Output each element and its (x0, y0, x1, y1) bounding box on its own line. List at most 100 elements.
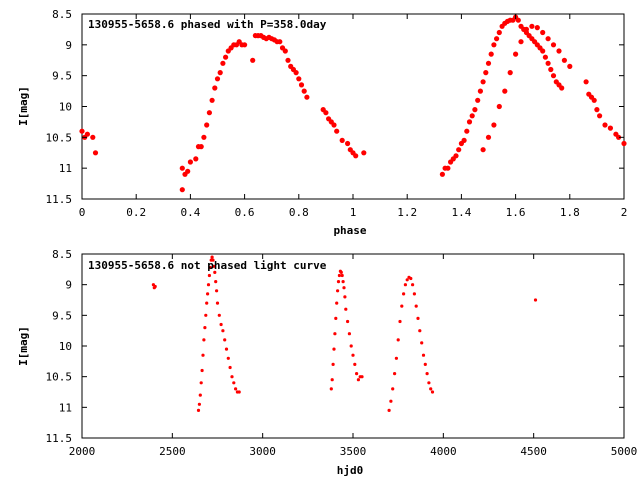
phased-data-point (480, 79, 486, 85)
phased-data-point (542, 54, 549, 60)
phased-data-point (193, 156, 199, 162)
unphased-y-tick-label: 11 (59, 401, 72, 414)
phased-x-tick-label: 0.6 (235, 206, 255, 219)
phased-data-point (92, 150, 99, 156)
phased-data-point (323, 110, 329, 116)
phased-x-tick-label: 0.8 (289, 206, 309, 219)
unphased-data-point (353, 362, 357, 366)
phased-data-point (242, 42, 248, 48)
phased-data-point (616, 134, 622, 140)
phased-data-point (477, 88, 483, 94)
phased-x-tick-label: 0.4 (180, 206, 200, 219)
phased-data-point (79, 128, 85, 134)
phased-data-point (583, 79, 589, 85)
unphased-data-point (205, 301, 209, 305)
unphased-data-point (217, 313, 221, 317)
unphased-data-point (199, 381, 203, 385)
phased-data-point (439, 171, 445, 177)
unphased-data-point (232, 381, 236, 385)
phased-data-point (485, 134, 492, 140)
phased-data-point (301, 88, 307, 94)
phased-y-tick-label: 11.5 (46, 193, 73, 206)
unphased-data-point (203, 326, 207, 330)
unphased-data-point (402, 292, 406, 296)
phased-data-point (214, 76, 221, 82)
unphased-data-point (213, 270, 217, 274)
unphased-y-tick-label: 9.5 (52, 309, 72, 322)
unphased-data-point (393, 372, 397, 376)
unphased-data-point (430, 390, 435, 394)
unphased-x-tick-label: 2000 (69, 445, 96, 458)
phased-data-point (334, 128, 340, 134)
phased-data-point (607, 125, 614, 131)
unphased-data-point (389, 399, 393, 403)
phased-data-point (480, 147, 486, 153)
phased-data-point (212, 85, 218, 91)
unphased-data-point (356, 378, 360, 382)
phased-data-point (513, 51, 519, 57)
unphased-data-point (340, 273, 344, 278)
unphased-data-point (214, 280, 218, 284)
unphased-data-point (196, 408, 201, 412)
phased-data-point (304, 94, 310, 100)
phased-chart: 0 0.2 0.4 0.6 0.8 1 1.2 1.4 1.6 1.8 2 8.5 9 9.5 10 10.5… (17, 8, 627, 237)
phased-data-point (179, 165, 185, 171)
unphased-y-tick-label: 9 (65, 279, 72, 292)
phased-data-point (540, 29, 546, 36)
phased-data-point (187, 159, 193, 165)
phased-data-point (331, 122, 337, 128)
phased-data-point (469, 113, 475, 119)
unphased-data-point (206, 292, 210, 296)
phased-data-point (475, 97, 481, 103)
phased-data-point (198, 144, 204, 150)
phased-data-point (523, 26, 530, 32)
phased-data-point (491, 122, 497, 128)
unphased-y-tick-label: 10 (59, 340, 72, 353)
phased-data-point (591, 97, 597, 103)
unphased-data-point (215, 289, 219, 293)
phased-data-point (296, 76, 302, 82)
phased-chart-title: 130955-5658.6 phased with P=358.0day (88, 18, 327, 31)
phased-data-point (282, 48, 288, 54)
unphased-data-point (329, 387, 333, 391)
unphased-data-point (204, 313, 208, 317)
phased-data-point (550, 42, 557, 48)
unphased-data-point (349, 344, 353, 348)
phased-data-point (485, 60, 492, 66)
phased-data-point (298, 82, 305, 88)
unphased-y-tick-label: 11.5 (46, 432, 73, 445)
phased-data-point (507, 70, 513, 76)
phased-x-tick-label: 1.8 (560, 206, 580, 219)
unphased-data-point (396, 338, 400, 342)
unphased-data-point (336, 280, 341, 284)
unphased-data-point (202, 338, 206, 342)
phased-data-point (488, 51, 494, 57)
unphased-x-tick-label: 3500 (340, 445, 367, 458)
unphased-data-point (409, 276, 413, 281)
unphased-data-point (219, 322, 223, 327)
unphased-data-point (215, 301, 220, 305)
unphased-data-point (207, 273, 211, 278)
unphased-data-point (336, 289, 340, 293)
phased-data-point (453, 153, 459, 159)
phased-data-point (285, 57, 291, 63)
unphased-data-point (416, 316, 420, 320)
unphased-data-point (421, 353, 426, 357)
unphased-x-tick-label: 2500 (159, 445, 186, 458)
phased-data-point (540, 48, 546, 54)
phased-data-point (250, 57, 256, 63)
unphased-y-axis-label: I[mag] (17, 326, 30, 366)
phased-x-tick-label: 2 (621, 206, 628, 219)
unphased-data-point (412, 292, 416, 296)
unphased-x-tick-label: 4000 (430, 445, 457, 458)
phased-data-point (559, 85, 565, 91)
unphased-data-point (210, 255, 214, 259)
unphased-data-point (533, 298, 538, 302)
phased-x-tick-label: 1.6 (506, 206, 526, 219)
unphased-data-point (398, 319, 402, 324)
unphased-data-points (151, 255, 538, 412)
phased-data-point (464, 128, 470, 134)
phased-y-tick-label: 10.5 (46, 131, 73, 144)
unphased-data-point (223, 338, 227, 342)
